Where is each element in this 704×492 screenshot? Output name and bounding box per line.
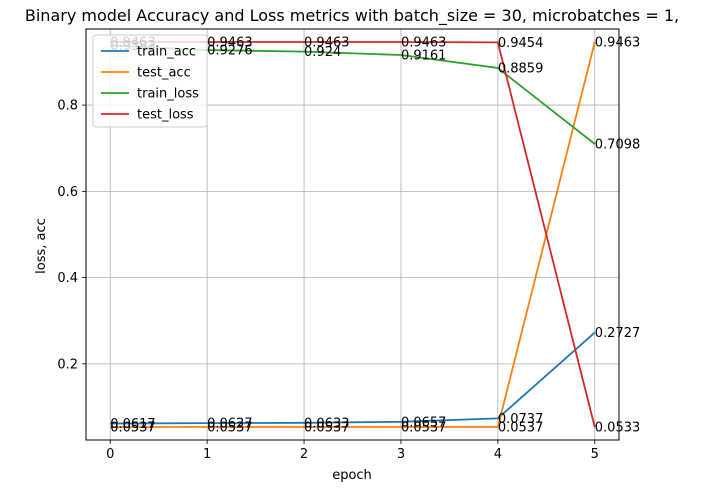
series-line-test_acc (110, 41, 596, 428)
point-label-test_loss: 0.0533 (595, 421, 641, 436)
legend: train_acc test_acc train_loss test_loss (92, 34, 208, 128)
x-tick-label: 1 (203, 447, 211, 462)
point-label-test_loss: 0.9463 (207, 35, 253, 50)
point-label-test_acc: 0.0537 (401, 420, 447, 435)
x-tick-label: 5 (591, 447, 599, 462)
point-label-train_acc: 0.0737 (498, 412, 544, 427)
point-label-train_acc: 0.0627 (207, 417, 253, 432)
x-tick-label: 0 (106, 447, 114, 462)
legend-label-train_loss: train_loss (137, 87, 199, 102)
x-ticks: 0 1 2 3 4 5 (106, 440, 599, 462)
legend-label-test_acc: test_acc (137, 66, 191, 81)
point-label-test_loss: 0.9463 (304, 35, 350, 50)
plot-frame (85, 28, 620, 441)
point-label-test_acc: 0.0537 (498, 420, 544, 435)
y-tick-label: 0.6 (57, 185, 78, 200)
x-axis-label: epoch (332, 468, 372, 483)
x-tick-label: 2 (300, 447, 308, 462)
point-label-train_acc: 0.2727 (595, 326, 641, 341)
x-tick-label: 3 (397, 447, 405, 462)
point-label-train_loss: 0.924 (304, 45, 341, 60)
point-label-test_loss: 0.9454 (498, 36, 544, 51)
chart-title: Binary model Accuracy and Loss metrics w… (25, 6, 679, 26)
series-line-train_acc (110, 331, 596, 425)
point-label-train_acc: 0.0633 (304, 416, 350, 431)
y-ticks: 0.2 0.4 0.6 0.8 (57, 99, 86, 372)
y-tick-label: 0.4 (57, 271, 78, 286)
point-label-train_loss: 0.9276 (207, 44, 253, 59)
point-label-test_acc: 0.9463 (595, 35, 641, 50)
point-label-test_acc: 0.0537 (304, 420, 350, 435)
legend-label-test_loss: test_loss (137, 108, 194, 123)
x-tick-label: 4 (494, 447, 502, 462)
point-label-train_loss: 0.8859 (498, 62, 544, 77)
point-label-test_acc: 0.0537 (207, 420, 253, 435)
y-axis-label: loss, acc (34, 218, 49, 274)
legend-box (92, 34, 208, 128)
point-label-train_acc: 0.0657 (401, 415, 447, 430)
legend-label-train_acc: train_acc (137, 45, 196, 60)
point-label-train_loss: 0.9161 (401, 49, 447, 64)
y-tick-label: 0.8 (57, 99, 78, 114)
point-label-test_loss: 0.9463 (401, 35, 447, 50)
point-label-train_acc: 0.0617 (110, 417, 155, 432)
y-tick-label: 0.2 (57, 357, 78, 372)
point-label-train_loss: 0.7098 (595, 137, 641, 152)
point-label-test_acc: 0.0537 (110, 420, 155, 435)
